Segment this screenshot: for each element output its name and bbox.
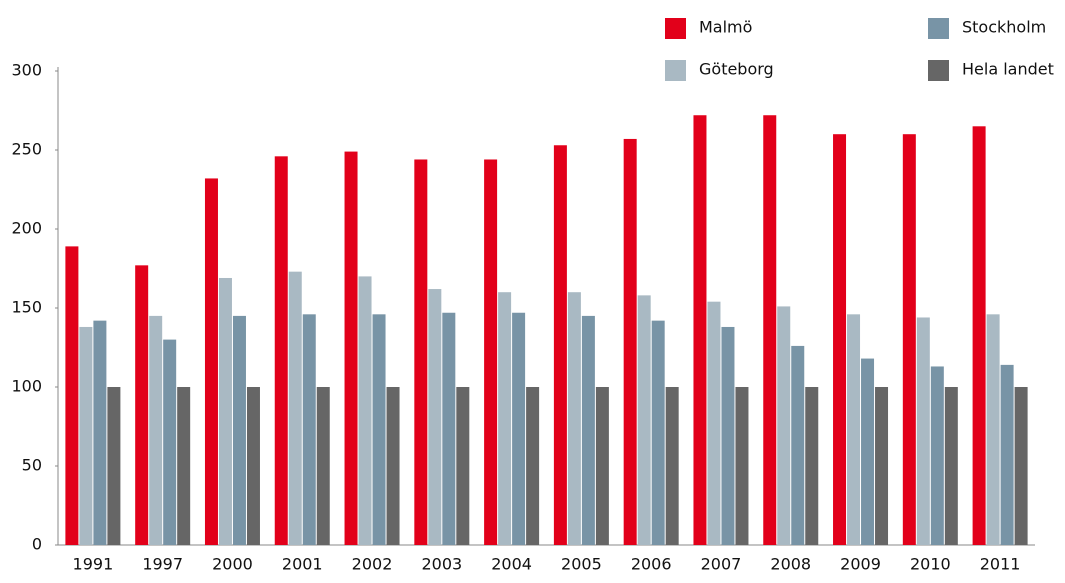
bar	[107, 387, 121, 545]
legend-swatch	[928, 60, 949, 81]
bar	[651, 320, 665, 545]
x-tick-label: 2001	[282, 555, 323, 574]
bar	[177, 387, 191, 545]
x-tick-label: 2006	[631, 555, 672, 574]
y-tick-label: 0	[32, 535, 42, 554]
bar	[665, 387, 679, 545]
bar	[163, 339, 177, 545]
bar	[791, 345, 805, 545]
bar	[707, 301, 721, 545]
bar	[847, 314, 861, 545]
bar	[512, 312, 526, 545]
bar	[721, 326, 735, 545]
bar	[861, 358, 875, 545]
x-tick-label: 1997	[142, 555, 183, 574]
x-tick-label: 2007	[701, 555, 742, 574]
bar	[246, 387, 260, 545]
bar	[777, 306, 791, 545]
x-tick-label: 2002	[352, 555, 393, 574]
x-tick-label: 1991	[73, 555, 114, 574]
y-tick-label: 200	[11, 219, 42, 238]
bar	[623, 138, 637, 545]
legend-label: Stockholm	[962, 18, 1046, 37]
bar	[498, 292, 512, 545]
bar	[79, 326, 93, 545]
y-tick-label: 300	[11, 61, 42, 80]
bar	[526, 387, 540, 545]
x-tick-label: 2008	[770, 555, 811, 574]
legend-label: Göteborg	[699, 60, 774, 79]
y-tick-label: 100	[11, 377, 42, 396]
legend-label: Malmö	[699, 18, 752, 37]
bar	[218, 277, 232, 545]
bar	[93, 320, 107, 545]
bar	[595, 387, 609, 545]
bar	[916, 317, 930, 545]
bar	[204, 178, 218, 545]
bar	[805, 387, 819, 545]
bar	[344, 151, 358, 545]
bar	[833, 134, 847, 545]
bar	[484, 159, 498, 546]
bar	[902, 134, 916, 545]
bar	[875, 387, 889, 545]
bar	[637, 295, 651, 545]
bar	[693, 115, 707, 546]
bar	[386, 387, 400, 545]
legend-swatch	[928, 18, 949, 39]
bar	[135, 265, 149, 545]
x-tick-label: 2005	[561, 555, 602, 574]
bar	[372, 314, 386, 545]
bar	[944, 387, 958, 545]
bar	[553, 145, 567, 545]
bar	[358, 276, 372, 545]
y-tick-label: 50	[22, 456, 42, 475]
bar	[65, 246, 79, 545]
bar	[149, 315, 163, 545]
bar	[1000, 364, 1014, 545]
legend-swatch	[665, 60, 686, 81]
bar	[232, 315, 246, 545]
bar	[302, 314, 316, 545]
x-tick-label: 2000	[212, 555, 253, 574]
bar	[567, 292, 581, 545]
bar	[288, 271, 302, 545]
bar	[972, 126, 986, 546]
x-tick-label: 2011	[980, 555, 1021, 574]
y-tick-label: 150	[11, 298, 42, 317]
bar	[735, 387, 749, 545]
legend-label: Hela landet	[962, 60, 1054, 79]
bar	[763, 115, 777, 546]
bar	[986, 314, 1000, 545]
bar	[581, 315, 595, 545]
bar	[274, 156, 288, 545]
x-tick-label: 2004	[491, 555, 532, 574]
y-tick-label: 250	[11, 140, 42, 159]
bar	[442, 312, 456, 545]
x-tick-label: 2009	[840, 555, 881, 574]
bar	[456, 387, 470, 545]
bar	[414, 159, 428, 546]
bar	[930, 366, 944, 545]
legend-swatch	[665, 18, 686, 39]
bar	[316, 387, 330, 545]
bar	[428, 289, 442, 545]
x-tick-label: 2010	[910, 555, 951, 574]
bar	[1014, 387, 1028, 545]
x-tick-label: 2003	[421, 555, 462, 574]
